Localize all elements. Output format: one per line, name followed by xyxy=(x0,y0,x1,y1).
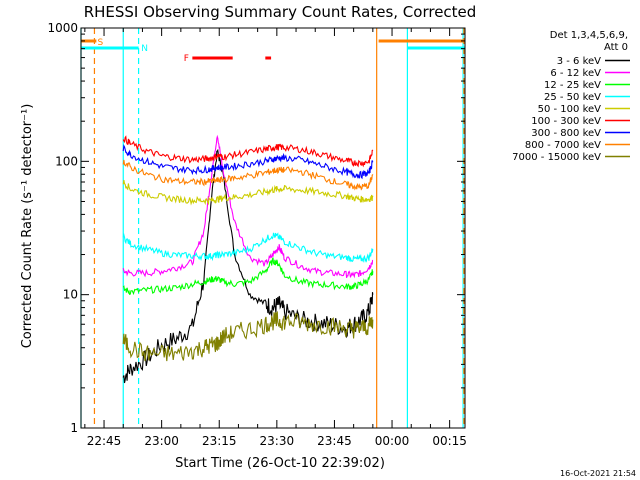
axes: 1 10 100 1000 22:45 23:00 23:15 23:30 23:45 00:00… xyxy=(47,21,466,448)
legend-entry-label: 25 - 50 keV xyxy=(544,92,601,103)
legend-entry-label: 300 - 800 keV xyxy=(531,128,601,139)
y-axis-label: Corrected Count Rate (s⁻¹ detector⁻¹) xyxy=(20,104,35,349)
x-axis-label: Start Time (26-Oct-10 22:39:02) xyxy=(175,456,385,471)
series-line-7 xyxy=(122,159,374,191)
legend-entry-label: 50 - 100 keV xyxy=(538,104,602,115)
plot-frame xyxy=(80,27,466,429)
plot-background xyxy=(81,28,465,428)
x-tick-label: 23:00 xyxy=(144,434,179,448)
chart-title: RHESSI Observing Summary Count Rates, Co… xyxy=(84,3,477,21)
series-line-8 xyxy=(122,310,374,362)
series-line-3 xyxy=(122,232,374,263)
x-tick-label: 23:30 xyxy=(260,434,295,448)
plot-area xyxy=(81,28,465,428)
x-tick-label: 00:15 xyxy=(432,434,467,448)
legend-header-line: Det 1,3,4,5,6,9, xyxy=(550,30,628,41)
x-tick-label: 23:15 xyxy=(202,434,237,448)
y-tick-label: 1 xyxy=(70,421,78,435)
flag-f-label: F xyxy=(184,54,189,64)
x-tick-label: 23:45 xyxy=(317,434,352,448)
series-line-0 xyxy=(122,148,374,384)
series-line-5 xyxy=(122,135,374,168)
x-tick-label: 00:00 xyxy=(375,434,410,448)
y-tick-label: 10 xyxy=(63,288,78,302)
flag-n-label: N xyxy=(141,44,148,54)
series-line-4 xyxy=(122,180,374,206)
legend-header-line: Att 0 xyxy=(604,42,628,53)
x-tick-label: 22:45 xyxy=(87,434,122,448)
series-line-6 xyxy=(122,144,374,180)
footer-timestamp: 16-Oct-2021 21:54 xyxy=(560,469,636,478)
series-lines xyxy=(122,134,374,384)
flag-s-label: S xyxy=(98,38,104,48)
legend-entry-label: 3 - 6 keV xyxy=(557,56,601,67)
legend-entry-label: 800 - 7000 keV xyxy=(525,140,601,151)
series-line-1 xyxy=(122,134,374,279)
legend-entry-label: 6 - 12 keV xyxy=(550,68,601,79)
series-line-2 xyxy=(122,257,374,296)
legend-entry-label: 100 - 300 keV xyxy=(531,116,601,127)
legend-entry-label: 7000 - 15000 keV xyxy=(512,152,601,163)
y-tick-label: 100 xyxy=(55,154,78,168)
y-tick-label: 1000 xyxy=(47,21,78,35)
legend-entry-label: 12 - 25 keV xyxy=(544,80,601,91)
